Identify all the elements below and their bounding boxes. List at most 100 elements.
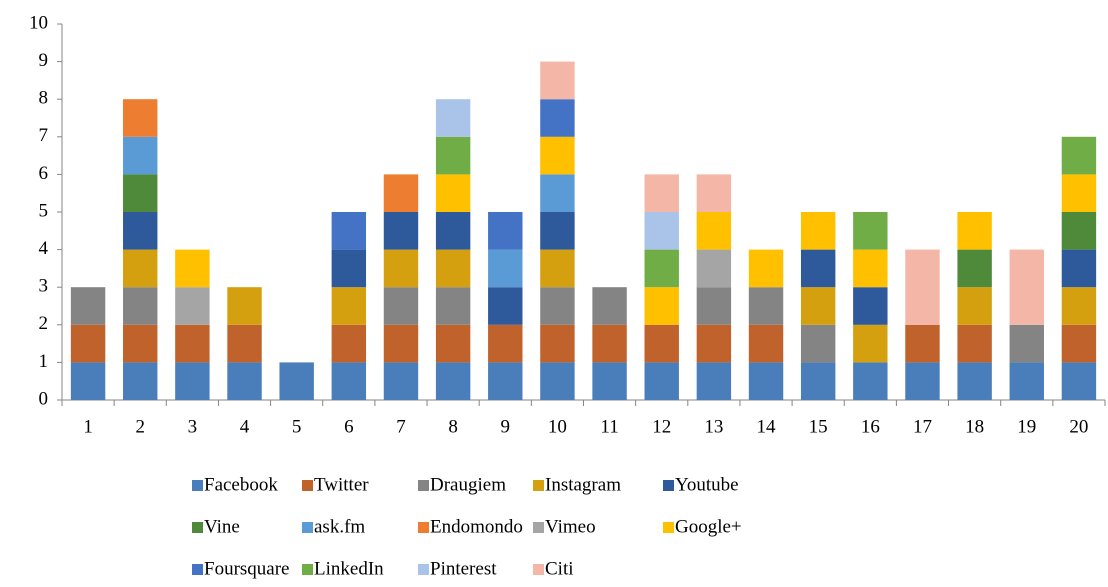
bar-segment	[696, 324, 732, 363]
legend-swatch	[302, 564, 313, 575]
bar-segment	[435, 249, 471, 288]
bar-segment	[175, 249, 210, 288]
bar-segment	[800, 249, 836, 288]
bar-segment	[644, 324, 679, 363]
legend-swatch	[533, 522, 544, 533]
legend-label: Youtube	[675, 474, 739, 495]
y-tick-label: 7	[39, 125, 49, 146]
bar-segment	[488, 287, 523, 325]
bar-segment	[70, 287, 106, 325]
x-tick-label: 4	[240, 416, 250, 437]
x-tick-label: 17	[913, 416, 932, 437]
bar-segment	[435, 212, 471, 250]
bar-segment	[540, 324, 575, 363]
bar-segment	[696, 362, 732, 400]
bar-segment	[540, 287, 575, 325]
bar-segment	[800, 324, 836, 363]
x-tick-label: 3	[188, 416, 198, 437]
bar-segment	[905, 324, 940, 363]
bar-segment	[383, 212, 419, 250]
bar-segment	[488, 249, 523, 288]
bar-segment	[123, 136, 158, 175]
y-tick-label: 4	[39, 238, 49, 259]
bar-segment	[331, 324, 367, 363]
y-tick-label: 0	[39, 388, 49, 409]
bar-segment	[957, 249, 992, 288]
bar-segment	[853, 362, 888, 400]
bar-segment	[488, 212, 523, 250]
bar-segment	[592, 324, 627, 363]
legend-swatch	[663, 480, 674, 491]
bar-segment	[905, 249, 940, 325]
legend-label: Vine	[204, 516, 240, 537]
bar-segment	[800, 287, 836, 325]
x-tick-label: 12	[652, 416, 671, 437]
bar-segment	[696, 174, 732, 212]
bar-segment	[1061, 324, 1097, 363]
bar-segment	[383, 287, 419, 325]
bar-segment	[175, 362, 210, 400]
bar-segment	[435, 362, 471, 400]
bar-segment	[331, 249, 367, 288]
x-tick-label: 14	[757, 416, 777, 437]
legend-label: Facebook	[204, 474, 278, 495]
bar-segment	[435, 324, 471, 363]
legend-label: Twitter	[314, 474, 369, 495]
bar-segment	[123, 99, 158, 137]
x-tick-label: 15	[809, 416, 828, 437]
y-tick-label: 10	[29, 12, 48, 33]
bar-segment	[227, 362, 262, 400]
bar-segment	[644, 287, 679, 325]
x-tick-label: 10	[548, 416, 567, 437]
legend-swatch	[418, 522, 429, 533]
bar-segment	[696, 212, 732, 250]
bar-segment	[592, 362, 627, 400]
bar-segment	[853, 212, 888, 250]
bar-segment	[123, 174, 158, 212]
bar-segment	[175, 287, 210, 325]
bar-segment	[1061, 212, 1097, 250]
bar-segment	[1009, 362, 1044, 400]
y-tick-label: 8	[39, 88, 49, 109]
bar-segment	[227, 287, 262, 325]
bar-segment	[592, 287, 627, 325]
x-tick-label: 6	[344, 416, 354, 437]
bar-segment	[331, 362, 367, 400]
bar-segment	[1061, 287, 1097, 325]
bar-segment	[331, 212, 367, 250]
bar-segment	[748, 249, 784, 288]
legend-swatch	[302, 522, 313, 533]
bar-segment	[540, 362, 575, 400]
legend-label: Citi	[545, 558, 574, 579]
x-tick-label: 8	[448, 416, 458, 437]
legend-swatch	[302, 480, 313, 491]
bar-segment	[748, 287, 784, 325]
bar-segment	[1009, 324, 1044, 363]
bar-segment	[957, 362, 992, 400]
legend-label: Foursquare	[204, 558, 289, 579]
bar-segment	[957, 212, 992, 250]
y-tick-label: 2	[39, 313, 49, 334]
y-tick-label: 3	[39, 276, 49, 297]
x-tick-label: 18	[965, 416, 984, 437]
legend-label: Endomondo	[430, 516, 523, 537]
legend-label: Draugiem	[430, 474, 506, 495]
bar-segment	[1061, 174, 1097, 212]
bar-segment	[123, 212, 158, 250]
x-tick-label: 5	[292, 416, 302, 437]
legend-label: Google+	[675, 516, 742, 537]
bar-segment	[853, 249, 888, 288]
bar-segment	[540, 136, 575, 175]
bar-segment	[435, 99, 471, 137]
bar-segment	[70, 362, 106, 400]
bar-segment	[488, 362, 523, 400]
bar-segment	[540, 61, 575, 100]
bar-segment	[1061, 249, 1097, 288]
bar-segment	[227, 324, 262, 363]
bar-segment	[383, 362, 419, 400]
bar-segment	[435, 136, 471, 175]
bar-segment	[644, 362, 679, 400]
bar-segment	[123, 362, 158, 400]
bar-segment	[123, 287, 158, 325]
